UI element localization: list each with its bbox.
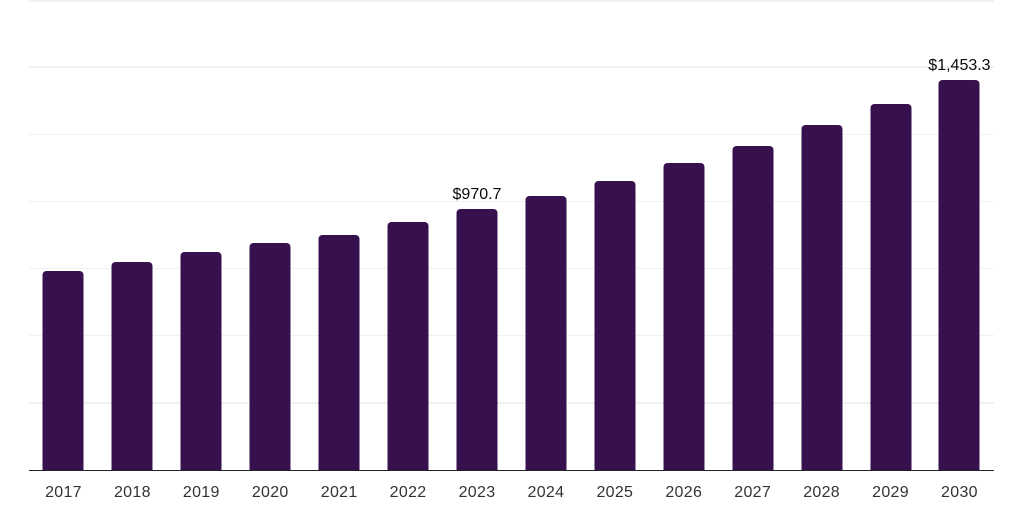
- bar-band: [511, 0, 580, 470]
- bar-band: [856, 0, 925, 470]
- bar-2029[interactable]: [870, 103, 912, 470]
- bar-2027[interactable]: [732, 145, 774, 470]
- x-tick-label: 2022: [389, 484, 427, 501]
- bar-2023[interactable]: [456, 209, 498, 470]
- x-tick-label: 2021: [320, 484, 358, 501]
- x-tick-label: 2030: [941, 484, 978, 501]
- bar-band: [167, 0, 236, 470]
- gridline: [29, 267, 994, 270]
- bars: $970.7 $1,453.3: [29, 0, 994, 470]
- plot-area: $970.7 $1,453.3: [29, 0, 994, 471]
- bar-2025[interactable]: [594, 181, 636, 470]
- bar-2019[interactable]: [180, 251, 222, 470]
- bar-2022[interactable]: [387, 222, 429, 470]
- bar-2024[interactable]: [525, 196, 567, 470]
- bar-2026[interactable]: [663, 163, 705, 470]
- x-tick-label: 2017: [45, 484, 82, 501]
- x-tick-label: 2024: [527, 484, 565, 501]
- x-tick-label: 2025: [596, 484, 634, 501]
- bar-band: [98, 0, 167, 470]
- x-tick-label: 2026: [665, 484, 703, 501]
- data-label: $1,453.3: [928, 56, 991, 74]
- bar-band: [236, 0, 305, 470]
- bar-band: [29, 0, 98, 470]
- bar-band: [580, 0, 649, 470]
- bar-band: $1,453.3: [925, 0, 994, 470]
- bar-2030[interactable]: [938, 79, 980, 470]
- x-tick-label: 2029: [872, 484, 909, 501]
- gridline: [29, 0, 994, 2]
- x-axis-labels: 2017 2018 2019 2020 2021 2022 2023 2024 2025 2026…: [29, 471, 994, 502]
- bar-band: $970.7: [443, 0, 512, 470]
- bar-2020[interactable]: [249, 243, 291, 470]
- x-tick-label: 2019: [182, 484, 220, 501]
- gridline: [29, 66, 994, 68]
- bar-band: [718, 0, 787, 470]
- bar-2028[interactable]: [801, 124, 843, 470]
- data-label: $970.7: [452, 186, 502, 204]
- x-tick-label: 2020: [251, 484, 289, 501]
- gridline: [29, 402, 994, 404]
- bar-band: [787, 0, 856, 470]
- x-tick-label: 2027: [734, 484, 772, 501]
- bar-band: [305, 0, 374, 470]
- x-tick-label: 2023: [458, 484, 496, 501]
- bar-chart: $970.7 $1,453.3 2017 2018 2019 2020 2021 2022 2…: [29, 0, 994, 502]
- bar-2021[interactable]: [318, 235, 360, 470]
- gridline: [29, 200, 994, 203]
- gridline: [29, 133, 994, 136]
- x-tick-label: 2018: [113, 484, 151, 501]
- bar-2018[interactable]: [111, 262, 153, 470]
- bar-2017[interactable]: [42, 271, 84, 470]
- bar-band: [374, 0, 443, 470]
- x-tick-label: 2028: [803, 484, 840, 501]
- bar-band: [649, 0, 718, 470]
- gridline: [29, 334, 994, 337]
